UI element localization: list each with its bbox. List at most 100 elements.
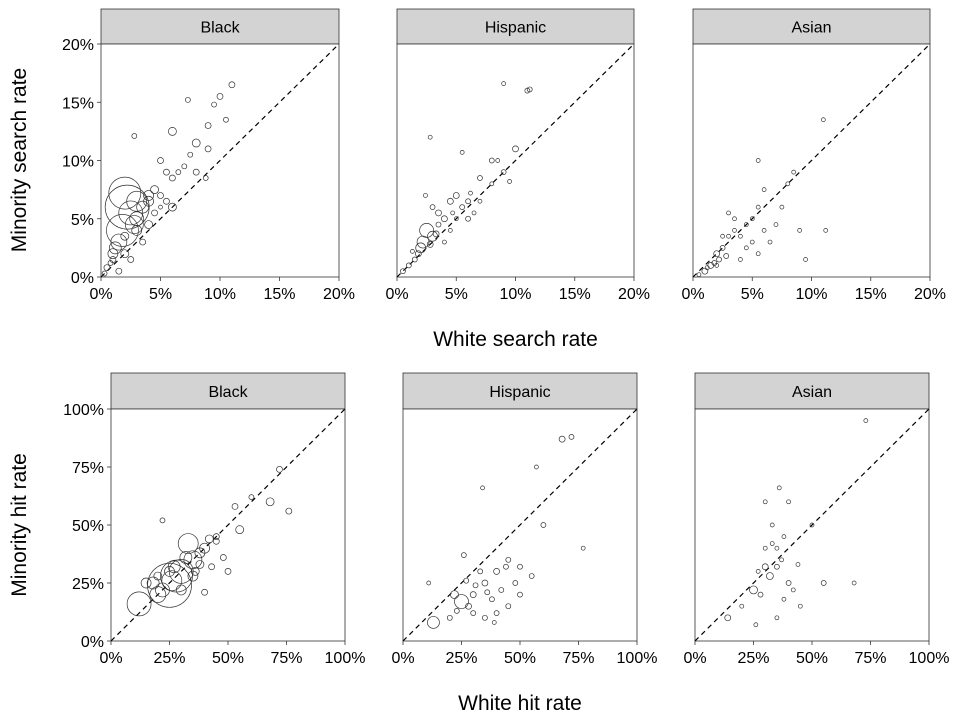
data-point — [427, 230, 438, 242]
data-point — [285, 507, 293, 515]
data-point — [472, 582, 479, 589]
data-point — [820, 580, 827, 586]
data-point — [204, 145, 212, 153]
data-point — [115, 267, 123, 275]
data-point — [447, 228, 453, 233]
data-point — [441, 215, 448, 223]
data-point — [157, 192, 164, 199]
x-tick-label: 0% — [89, 286, 112, 303]
data-point — [477, 198, 483, 204]
data-point — [163, 197, 170, 205]
data-point — [212, 537, 220, 545]
x-tick-label: 0% — [99, 650, 122, 667]
facet-strip-label: Asian — [791, 20, 831, 37]
x-tick-label: 25% — [153, 650, 185, 667]
data-point — [452, 192, 460, 199]
reference-line-y-equals-x — [692, 43, 931, 278]
data-point — [723, 253, 730, 259]
data-point — [406, 262, 412, 269]
facet-strip — [110, 372, 346, 410]
data-point — [139, 238, 146, 246]
y-axis-title: Minority search rate — [8, 68, 31, 252]
data-point — [704, 265, 710, 271]
data-point — [851, 580, 857, 586]
y-tick-label: 20% — [62, 37, 94, 54]
data-point — [450, 210, 456, 216]
data-point — [414, 250, 422, 258]
data-point — [195, 560, 205, 569]
x-tick-label: 20% — [914, 286, 946, 303]
facet-strip-label: Black — [208, 384, 248, 401]
data-point — [126, 591, 152, 617]
data-point — [463, 577, 470, 584]
panel-black: Black 0% 5% 10% 15% 20% 0% 5% 10% 15% 20% — [62, 8, 355, 303]
data-point — [528, 573, 535, 579]
data-point — [423, 193, 428, 198]
data-point — [415, 242, 427, 254]
data-point — [505, 603, 512, 610]
reference-line-y-equals-x — [396, 43, 635, 278]
x-tick-label: 15% — [263, 286, 295, 303]
data-point — [749, 216, 755, 222]
data-point — [107, 260, 114, 266]
data-point — [161, 570, 183, 592]
data-point — [767, 239, 773, 245]
data-point — [749, 585, 758, 595]
data-point — [453, 607, 460, 614]
data-point — [797, 603, 803, 609]
data-point — [785, 181, 791, 187]
data-point — [769, 522, 775, 528]
data-point — [776, 485, 782, 491]
data-point — [465, 215, 471, 222]
data-point — [580, 545, 586, 551]
data-point — [127, 256, 135, 263]
data-point — [158, 204, 163, 210]
data-point — [719, 245, 726, 251]
data-point — [739, 603, 745, 609]
data-point — [493, 568, 500, 575]
data-point — [495, 158, 501, 163]
data-point — [427, 616, 440, 629]
data-point — [129, 211, 145, 227]
data-point — [136, 200, 149, 214]
data-point — [120, 249, 130, 259]
data-point — [526, 86, 533, 93]
data-point — [429, 204, 436, 210]
x-tick-label: 10% — [204, 286, 236, 303]
data-point — [761, 228, 767, 233]
data-point — [484, 589, 491, 596]
data-point — [192, 168, 200, 176]
data-point — [143, 190, 154, 201]
data-point — [540, 522, 547, 528]
x-tick-label: 15% — [559, 286, 591, 303]
data-point — [823, 228, 829, 233]
x-tick-label: 20% — [618, 286, 650, 303]
x-tick-label: 0% — [391, 650, 414, 667]
data-point — [175, 584, 187, 596]
data-point — [159, 517, 166, 524]
data-point — [107, 248, 119, 260]
data-point — [755, 569, 761, 574]
data-point — [104, 184, 150, 230]
y-axis-title: Minority hit rate — [8, 453, 31, 597]
data-point — [169, 174, 176, 182]
facet-strip-label: Hispanic — [489, 384, 550, 401]
data-point — [766, 572, 774, 580]
data-point — [153, 571, 163, 581]
data-point — [711, 260, 718, 266]
y-tick-label: 5% — [71, 212, 94, 229]
y-tick-label: 50% — [72, 518, 104, 535]
data-point — [774, 563, 780, 570]
panel-black: Black 0% 25% 50% 75% 100% 0% 25% 50% 75% 100% — [63, 372, 366, 667]
data-point — [460, 552, 467, 559]
data-point — [175, 169, 182, 175]
x-tick-label: 100% — [325, 650, 366, 667]
data-point — [450, 590, 459, 599]
data-point — [732, 216, 737, 222]
data-point — [248, 494, 255, 501]
data-point — [774, 615, 780, 621]
data-point — [500, 169, 507, 175]
data-point — [126, 190, 148, 212]
